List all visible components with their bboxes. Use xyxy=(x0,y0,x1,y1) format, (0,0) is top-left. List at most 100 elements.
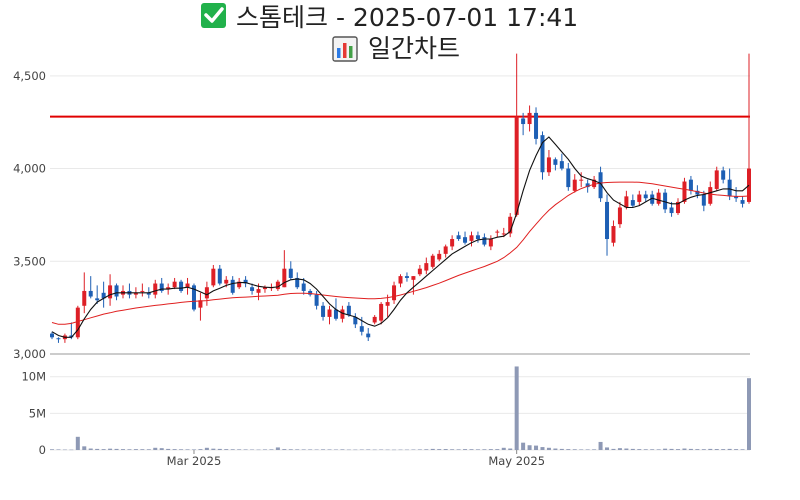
candle xyxy=(482,233,487,247)
volume-y-tick-label: 10M xyxy=(21,370,46,384)
candle-body xyxy=(488,239,493,247)
subtitle-row: 일간차트 xyxy=(332,34,460,63)
volume-bar xyxy=(269,449,274,450)
date-axis: Mar 2025 May 2025 xyxy=(167,450,545,468)
candle-body xyxy=(230,279,235,293)
candle-body xyxy=(392,285,397,301)
volume-bar xyxy=(534,445,539,450)
candle xyxy=(721,166,726,184)
volume-bar xyxy=(598,441,603,450)
volume-bar xyxy=(701,449,706,450)
candle xyxy=(734,187,739,202)
volume-bar xyxy=(605,447,610,450)
candle-body xyxy=(663,192,668,210)
volume-bar xyxy=(333,449,338,450)
volume-bar xyxy=(346,449,351,451)
volume-y-axis: 0 5M 10M xyxy=(21,370,46,457)
candle-body xyxy=(475,235,480,240)
volume-bar xyxy=(140,449,145,450)
candle-body xyxy=(172,281,177,288)
candle xyxy=(488,235,493,251)
volume-bar xyxy=(559,448,564,450)
candle-body xyxy=(624,196,629,208)
price-y-tick-label: 4,000 xyxy=(13,162,46,176)
candle xyxy=(295,272,300,290)
candle xyxy=(101,281,106,308)
candle xyxy=(191,283,196,312)
volume-y-tick-label: 5M xyxy=(29,406,46,420)
volume-bar xyxy=(643,449,648,450)
volume-bar xyxy=(553,448,558,450)
candle-body xyxy=(153,283,158,295)
candle-body xyxy=(611,226,616,243)
volume-bar xyxy=(437,449,442,450)
candle xyxy=(353,313,358,329)
candle xyxy=(327,305,332,325)
volume-bar xyxy=(566,449,571,450)
candle-body xyxy=(301,283,306,291)
candle xyxy=(540,131,545,180)
candle xyxy=(727,168,732,201)
volume-bar xyxy=(88,448,93,450)
candle xyxy=(185,277,190,295)
volume-bar xyxy=(230,449,235,450)
candle xyxy=(572,174,577,193)
volume-bar xyxy=(179,449,184,450)
candle xyxy=(669,201,674,217)
price-panel: 3,000 3,500 4,000 4,500 xyxy=(13,53,752,361)
volume-grid xyxy=(50,376,750,451)
price-y-tick-label: 3,500 xyxy=(13,254,46,268)
candle xyxy=(443,244,448,258)
candle xyxy=(643,190,648,202)
volume-bar xyxy=(282,449,287,450)
candle-body xyxy=(411,276,416,280)
volume-panel: 0 5M 10M Mar 2025 May 2025 xyxy=(21,366,752,468)
candle-body xyxy=(650,194,655,204)
check-box-icon xyxy=(201,3,226,28)
volume-bar xyxy=(411,449,416,450)
candle-body xyxy=(166,287,171,290)
candle xyxy=(385,294,390,317)
candle-body xyxy=(727,179,732,197)
candle xyxy=(566,162,571,191)
volume-bar xyxy=(237,449,242,450)
candle-body xyxy=(404,276,409,278)
candle xyxy=(159,277,164,293)
candle xyxy=(82,272,87,314)
candle-body xyxy=(708,187,713,204)
volume-bar xyxy=(469,449,474,450)
candle-body xyxy=(140,290,145,292)
candle-body xyxy=(617,207,622,225)
candle xyxy=(275,279,280,291)
price-y-tick-label: 3,000 xyxy=(13,347,46,361)
x-tick-label: Mar 2025 xyxy=(167,454,222,468)
candle-body xyxy=(643,194,648,199)
volume-bar xyxy=(695,449,700,450)
candle xyxy=(656,188,661,206)
volume-bar xyxy=(475,449,480,450)
candle-body xyxy=(295,277,300,288)
volume-bar xyxy=(417,449,422,450)
volume-bars xyxy=(49,366,752,451)
volume-bar xyxy=(521,442,526,450)
candle-body xyxy=(353,316,358,325)
candle xyxy=(392,281,397,304)
candle xyxy=(617,201,622,228)
candle-body xyxy=(56,338,61,340)
candle-body xyxy=(398,276,403,284)
volume-bar xyxy=(398,449,403,451)
volume-bar xyxy=(146,449,151,450)
candle-body xyxy=(179,281,184,291)
candle-body xyxy=(95,298,100,301)
candle xyxy=(714,166,719,191)
candle-body xyxy=(385,302,390,306)
volume-bar xyxy=(379,449,384,450)
candle xyxy=(534,107,539,145)
candle-body xyxy=(721,170,726,180)
volume-bar xyxy=(688,448,693,450)
candle xyxy=(88,276,93,299)
candle xyxy=(676,198,681,215)
candle-body xyxy=(146,292,151,295)
candle xyxy=(120,285,125,299)
candle-body xyxy=(262,287,267,290)
